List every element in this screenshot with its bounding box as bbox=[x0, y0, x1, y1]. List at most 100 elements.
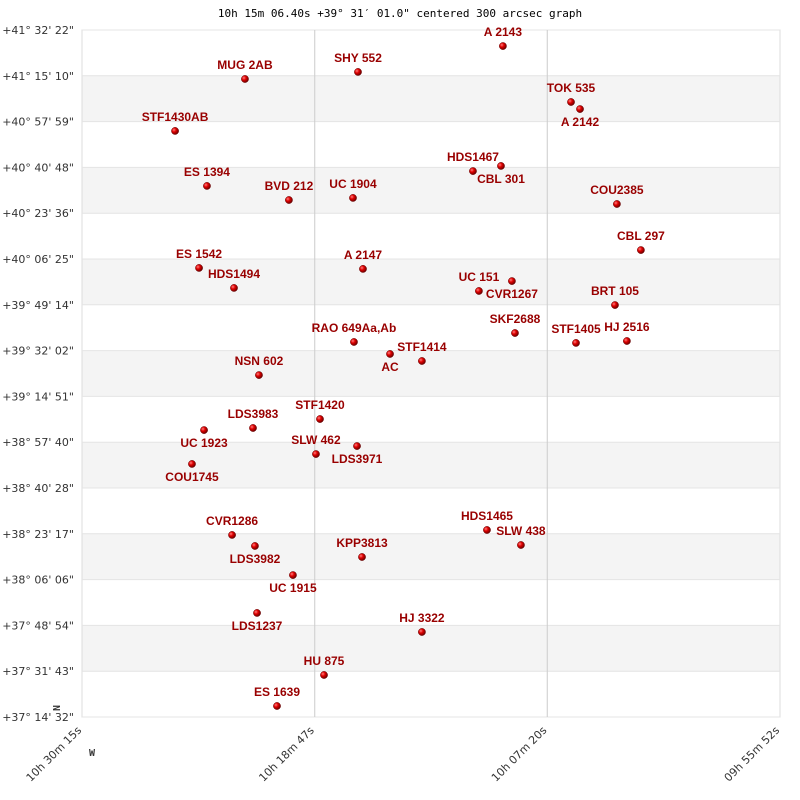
star-label: HU 875 bbox=[304, 654, 345, 668]
y-tick-label: +40° 23' 36" bbox=[2, 207, 74, 220]
band bbox=[82, 350, 780, 397]
compass-west: W bbox=[89, 748, 96, 759]
x-tick-label: 10h 07m 20s bbox=[489, 724, 550, 785]
y-tick-label: +40° 06' 25" bbox=[2, 253, 74, 266]
star-label: HJ 2516 bbox=[604, 320, 650, 334]
star: STF1405 bbox=[551, 322, 601, 347]
star: ES 1639 bbox=[254, 685, 300, 710]
star-point bbox=[517, 541, 525, 549]
star-label: SLW 438 bbox=[496, 524, 546, 538]
star-point bbox=[508, 277, 516, 285]
star-point bbox=[316, 415, 324, 423]
star: MUG 2AB bbox=[217, 58, 273, 83]
y-tick-label: +39° 32' 02" bbox=[2, 345, 74, 358]
y-tick-label: +37° 14' 32" bbox=[2, 711, 74, 724]
star-label: A 2147 bbox=[344, 248, 383, 262]
star: BRT 105 bbox=[591, 284, 639, 309]
star-label: HDS1494 bbox=[208, 267, 260, 281]
star-label: HDS1467 bbox=[447, 150, 499, 164]
star: CBL 301 bbox=[477, 162, 525, 186]
star-point bbox=[273, 702, 281, 710]
star-label: SKF2688 bbox=[490, 312, 541, 326]
star-point bbox=[623, 337, 631, 345]
star-point bbox=[576, 105, 584, 113]
star-point bbox=[358, 553, 366, 561]
star-point bbox=[228, 531, 236, 539]
star-label: A 2142 bbox=[561, 115, 600, 129]
star-point bbox=[249, 424, 257, 432]
star-point bbox=[497, 162, 505, 170]
star-label: LDS3982 bbox=[230, 552, 281, 566]
star-label: CVR1286 bbox=[206, 514, 258, 528]
star-point bbox=[349, 194, 357, 202]
star: SKF2688 bbox=[490, 312, 541, 337]
star: RAO 649Aa,Ab bbox=[312, 321, 396, 346]
star-point bbox=[572, 339, 580, 347]
star-label: LDS1237 bbox=[232, 619, 283, 633]
star-point bbox=[469, 167, 477, 175]
star: TOK 535 bbox=[547, 81, 596, 106]
star-point bbox=[483, 526, 491, 534]
chart-title: 10h 15m 06.40s +39° 31′ 01.0" centered 3… bbox=[218, 7, 582, 20]
y-tick-label: +39° 14' 51" bbox=[2, 390, 74, 403]
star-label: UC 1915 bbox=[269, 581, 317, 595]
star-label: COU1745 bbox=[165, 470, 219, 484]
star-point bbox=[354, 68, 362, 76]
star: HJ 2516 bbox=[604, 320, 650, 345]
star-label: ES 1542 bbox=[176, 247, 222, 261]
star-point bbox=[255, 371, 263, 379]
star-label: KPP3813 bbox=[336, 536, 388, 550]
star: HJ 3322 bbox=[399, 611, 445, 636]
star-point bbox=[567, 98, 575, 106]
star-point bbox=[195, 264, 203, 272]
star: ES 1394 bbox=[184, 165, 230, 190]
star-label: HJ 3322 bbox=[399, 611, 445, 625]
star-label: ES 1639 bbox=[254, 685, 300, 699]
star: HDS1494 bbox=[208, 267, 260, 292]
star-point bbox=[611, 301, 619, 309]
star: STF1430AB bbox=[142, 110, 209, 135]
star-label: LDS3971 bbox=[332, 452, 383, 466]
star: STF1414 bbox=[397, 340, 447, 365]
star: UC 1904 bbox=[329, 177, 377, 202]
star-point bbox=[637, 246, 645, 254]
star-label: SHY 552 bbox=[334, 51, 382, 65]
star-label: A 2143 bbox=[484, 25, 523, 39]
y-tick-label: +38° 40' 28" bbox=[2, 482, 74, 495]
star-label: UC 151 bbox=[459, 270, 500, 284]
y-tick-label: +39° 49' 14" bbox=[2, 299, 74, 312]
band bbox=[82, 75, 780, 122]
star-point bbox=[320, 671, 328, 679]
y-tick-label: +37° 31' 43" bbox=[2, 665, 74, 678]
star: HDS1465 bbox=[461, 509, 513, 534]
star: COU2385 bbox=[590, 183, 644, 208]
star-label: UC 1904 bbox=[329, 177, 377, 191]
star: LDS3983 bbox=[228, 407, 279, 432]
star: COU1745 bbox=[165, 460, 219, 484]
star-label: STF1405 bbox=[551, 322, 601, 336]
star: SLW 462 bbox=[291, 433, 341, 458]
star: A 2143 bbox=[484, 25, 523, 50]
star-label: COU2385 bbox=[590, 183, 644, 197]
star: UC 151 bbox=[459, 270, 500, 295]
y-tick-label: +37° 48' 54" bbox=[2, 619, 74, 632]
star-label: BRT 105 bbox=[591, 284, 639, 298]
star-label: UC 1923 bbox=[180, 436, 228, 450]
star-label: NSN 602 bbox=[235, 354, 284, 368]
star-point bbox=[353, 442, 361, 450]
star-point bbox=[241, 75, 249, 83]
star: A 2147 bbox=[344, 248, 383, 273]
y-tick-label: +38° 06' 06" bbox=[2, 574, 74, 587]
star: CVR1267 bbox=[486, 277, 538, 301]
star-point bbox=[359, 265, 367, 273]
star: BVD 212 bbox=[265, 179, 314, 204]
y-tick-label: +41° 15' 10" bbox=[2, 70, 74, 83]
star: LDS1237 bbox=[232, 609, 283, 633]
star-point bbox=[230, 284, 238, 292]
star-point bbox=[289, 571, 297, 579]
star: CVR1286 bbox=[206, 514, 258, 539]
star-point bbox=[386, 350, 394, 358]
y-tick-label: +41° 32' 22" bbox=[2, 24, 74, 37]
star-label: STF1430AB bbox=[142, 110, 209, 124]
